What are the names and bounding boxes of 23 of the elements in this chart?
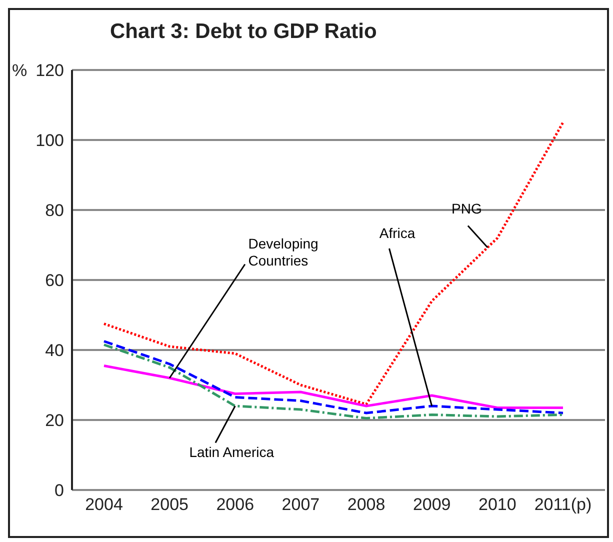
- x-tick-label: 2005: [150, 495, 188, 514]
- line-series: [102, 364, 564, 409]
- chart-title: Chart 3: Debt to GDP Ratio: [110, 20, 377, 44]
- text: Latin America: [189, 444, 274, 460]
- x-tick-label: 2004: [85, 495, 123, 514]
- x-tick-label: 2006: [216, 495, 254, 514]
- y-axis-title: %: [12, 61, 28, 80]
- y-tick-label: 40: [45, 341, 64, 360]
- x-tick-label: 2008: [347, 495, 386, 514]
- x-tick-label: 2010: [478, 495, 516, 514]
- x-tick-label: 2007: [282, 495, 320, 514]
- x-tick-label: 2011(p): [534, 495, 592, 514]
- x-tick-label: 2009: [412, 495, 451, 514]
- y-tick-label: 60: [45, 271, 64, 290]
- line-series: [102, 121, 564, 406]
- y-tick-label: 20: [45, 411, 64, 430]
- series-label: PNG: [452, 200, 482, 216]
- y-tick-label: 80: [45, 201, 64, 220]
- y-tick-label: 100: [36, 131, 64, 150]
- text: Africa: [379, 225, 416, 241]
- y-tick-label: 0: [54, 481, 64, 500]
- text: Developing Countries: [248, 236, 318, 268]
- y-tick-label: 120: [36, 61, 64, 80]
